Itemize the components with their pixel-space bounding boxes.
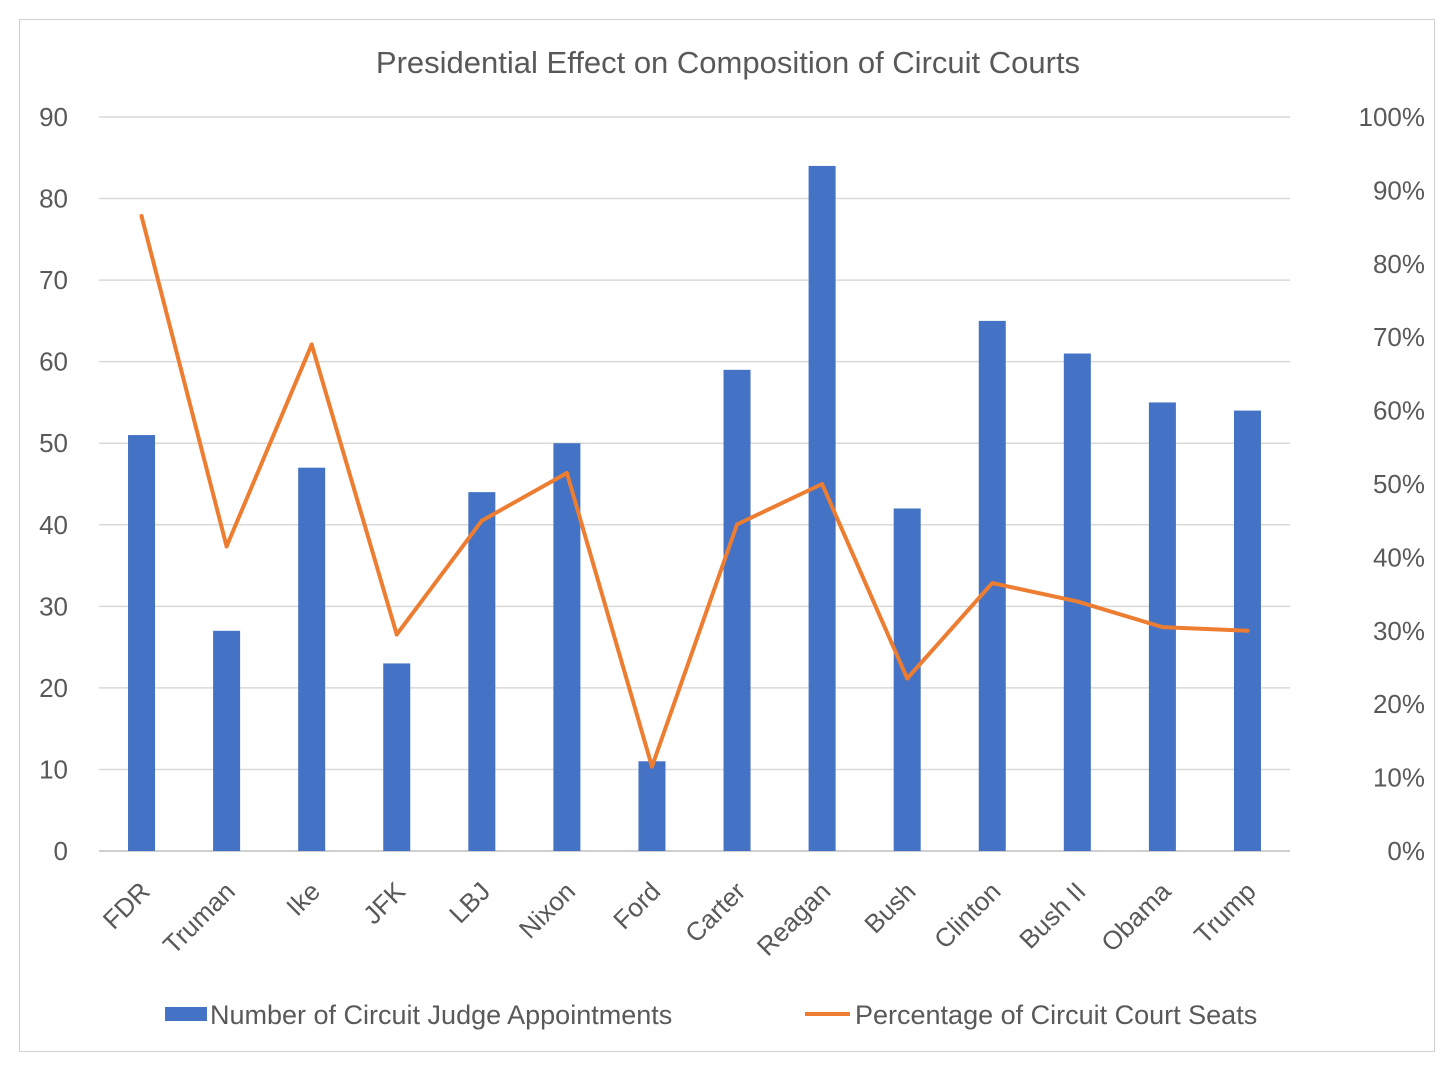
bar (723, 369, 751, 851)
left-tick-label: 0 (54, 836, 68, 866)
right-tick-label: 10% (1373, 763, 1425, 793)
right-tick-label: 70% (1373, 322, 1425, 352)
right-tick-label: 100% (1359, 102, 1426, 132)
x-axis-ticks: FDR Truman Ike JFK LBJ Nixon Ford Carter Reagan B… (97, 876, 1262, 962)
legend-label-bars: Number of Circuit Judge Appointments (210, 1000, 672, 1030)
x-tick-label: Obama (1095, 876, 1177, 958)
right-tick-label: 20% (1373, 689, 1425, 719)
bar (213, 630, 241, 851)
right-tick-label: 60% (1373, 396, 1425, 426)
line-point (564, 470, 569, 475)
right-tick-label: 80% (1373, 249, 1425, 279)
bar (638, 761, 666, 851)
line-point (905, 676, 910, 681)
line-point (1245, 628, 1250, 633)
line-point (1075, 599, 1080, 604)
line-series (139, 214, 1250, 769)
line-point (649, 764, 654, 769)
line-point (990, 581, 995, 586)
left-tick-label: 80 (39, 184, 68, 214)
legend-label-line: Percentage of Circuit Court Seats (855, 1000, 1257, 1030)
bar (298, 467, 326, 851)
x-tick-label: Clinton (928, 876, 1006, 954)
right-tick-label: 90% (1373, 175, 1425, 205)
bar (383, 663, 411, 851)
chart-title: Presidential Effect on Composition of Ci… (376, 45, 1080, 80)
line-point (735, 522, 740, 527)
x-tick-label: Nixon (513, 876, 581, 944)
left-tick-label: 30 (39, 591, 68, 621)
x-tick-label: FDR (97, 876, 156, 935)
legend: Number of Circuit Judge Appointments Per… (165, 1000, 1257, 1030)
gridlines (99, 116, 1290, 852)
x-tick-label: LBJ (443, 876, 496, 929)
x-tick-label: Reagan (751, 876, 837, 962)
x-tick-label: Bush II (1013, 876, 1091, 954)
line-point (394, 632, 399, 637)
left-tick-label: 10 (39, 754, 68, 784)
chart-svg: Presidential Effect on Composition of Ci… (39, 45, 1426, 1030)
x-tick-label: Carter (679, 876, 752, 949)
line-point (479, 518, 484, 523)
left-axis-ticks: 0 10 20 30 40 50 60 70 80 90 (39, 102, 68, 866)
x-tick-label: JFK (357, 876, 411, 930)
legend-swatch-bars (165, 1007, 207, 1021)
series-line (139, 214, 1250, 769)
right-tick-label: 50% (1373, 469, 1425, 499)
chart-frame: Presidential Effect on Composition of Ci… (19, 19, 1435, 1052)
x-tick-label: Ford (607, 876, 666, 935)
line-point (309, 342, 314, 347)
line-point (224, 544, 229, 549)
right-tick-label: 30% (1373, 616, 1425, 646)
left-tick-label: 70 (39, 265, 68, 295)
right-axis-ticks: 0% 10% 20% 30% 40% 50% 60% 70% 80% 90% 100% (1359, 102, 1426, 866)
line-point (1160, 625, 1165, 630)
left-tick-label: 20 (39, 673, 68, 703)
bar-series (128, 165, 1261, 851)
left-tick-label: 50 (39, 428, 68, 458)
bar (468, 492, 496, 851)
x-tick-label: Trump (1188, 876, 1262, 950)
x-tick-label: Truman (157, 876, 241, 960)
right-tick-label: 40% (1373, 542, 1425, 572)
x-tick-label: Ike (280, 876, 326, 922)
bar (128, 435, 156, 851)
left-tick-label: 40 (39, 510, 68, 540)
line-point (820, 482, 825, 486)
right-tick-label: 0% (1387, 836, 1425, 866)
left-tick-label: 60 (39, 347, 68, 377)
x-tick-label: Bush (858, 876, 921, 939)
line-point (139, 214, 144, 219)
left-tick-label: 90 (39, 102, 68, 132)
